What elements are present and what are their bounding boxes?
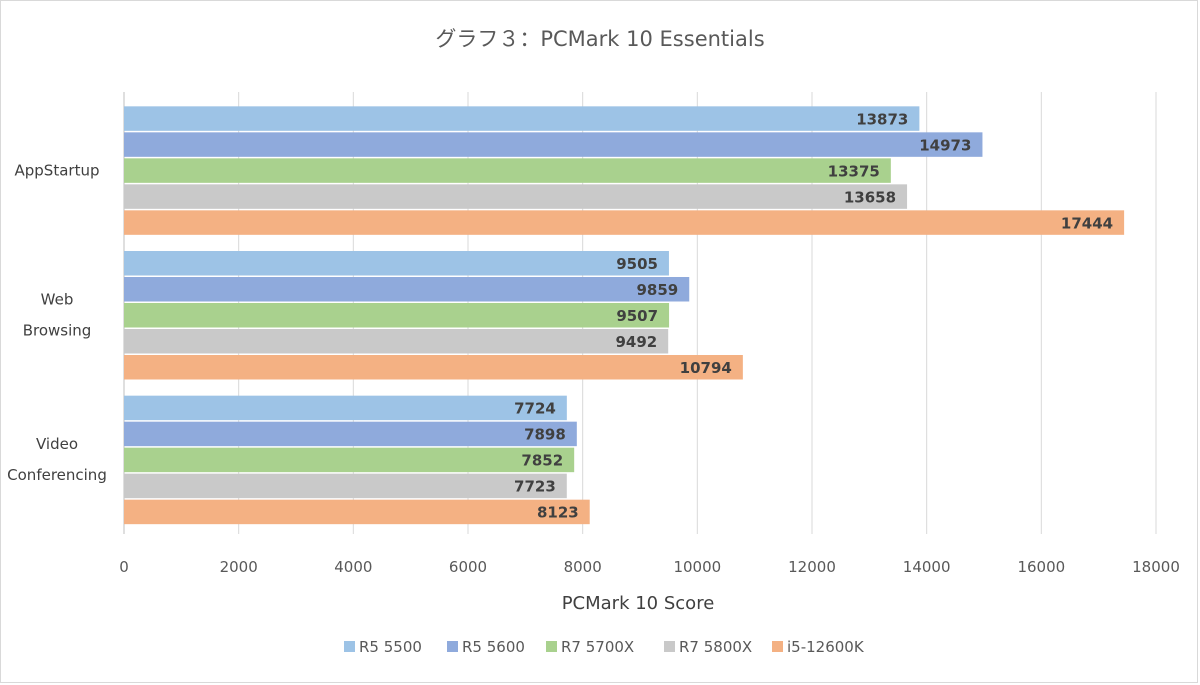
x-tick-label: 2000 <box>220 558 258 576</box>
data-label: 7724 <box>514 400 556 418</box>
x-tick-label: 0 <box>119 558 129 576</box>
data-label: 10794 <box>680 359 732 377</box>
bar <box>124 277 690 302</box>
x-tick-label: 14000 <box>903 558 951 576</box>
bar <box>124 395 567 421</box>
bar <box>124 132 983 157</box>
bar <box>124 184 908 209</box>
bar <box>124 499 590 525</box>
legend-swatch <box>772 641 783 652</box>
x-tick-labels: 0 2000 4000 6000 8000 10000 12000 14000 16000 180… <box>119 558 1180 576</box>
legend-swatch <box>664 641 675 652</box>
legend-swatch <box>447 641 458 652</box>
bars <box>124 106 1125 525</box>
legend: R5 5500 R5 5600 R7 5700X R7 5800X i5-12600K <box>344 638 865 656</box>
bar <box>124 303 670 328</box>
x-tick-label: 10000 <box>673 558 721 576</box>
legend-label: R5 5500 <box>359 638 422 656</box>
data-label: 13375 <box>828 162 880 180</box>
legend-label: R7 5800X <box>679 638 752 656</box>
data-label: 8123 <box>537 504 579 522</box>
bar <box>124 158 891 183</box>
x-tick-label: 6000 <box>449 558 487 576</box>
x-axis-title: PCMark 10 Score <box>562 593 715 614</box>
bar <box>124 355 743 380</box>
bar <box>124 473 567 499</box>
data-label: 14973 <box>919 136 971 154</box>
data-label: 13658 <box>844 188 896 206</box>
data-label: 9492 <box>615 333 657 351</box>
x-tick-label: 8000 <box>564 558 602 576</box>
bar <box>124 210 1125 235</box>
legend-label: i5-12600K <box>787 638 865 656</box>
legend-swatch <box>546 641 557 652</box>
chart-title: グラフ３：PCMark 10 Essentials <box>435 27 764 51</box>
category-labels: AppStartup Web Browsing Video Conferencing <box>7 161 107 484</box>
bar <box>124 329 669 354</box>
data-label: 7852 <box>521 452 563 470</box>
category-label: Browsing <box>23 322 92 340</box>
x-tick-label: 12000 <box>788 558 836 576</box>
data-label: 9859 <box>636 281 678 299</box>
data-label: 7723 <box>514 478 556 496</box>
bar <box>124 106 920 131</box>
legend-swatch <box>344 641 355 652</box>
bar <box>124 251 669 276</box>
data-label: 9507 <box>616 307 658 325</box>
data-label: 17444 <box>1061 214 1113 232</box>
legend-label: R5 5600 <box>462 638 525 656</box>
category-label: Conferencing <box>7 466 107 484</box>
x-tick-label: 16000 <box>1017 558 1065 576</box>
data-labels: 13873 14973 13375 13658 17444 9505 9859 9507 949… <box>514 110 1113 521</box>
category-label: Web <box>41 291 74 309</box>
data-label: 7898 <box>524 426 566 444</box>
legend-label: R7 5700X <box>561 638 634 656</box>
data-label: 13873 <box>856 110 908 128</box>
data-label: 9505 <box>616 255 658 273</box>
bar <box>124 421 577 447</box>
x-tick-label: 18000 <box>1132 558 1180 576</box>
x-tick-label: 4000 <box>334 558 372 576</box>
category-label: AppStartup <box>15 161 100 179</box>
bar <box>124 447 575 473</box>
category-label: Video <box>36 435 78 453</box>
